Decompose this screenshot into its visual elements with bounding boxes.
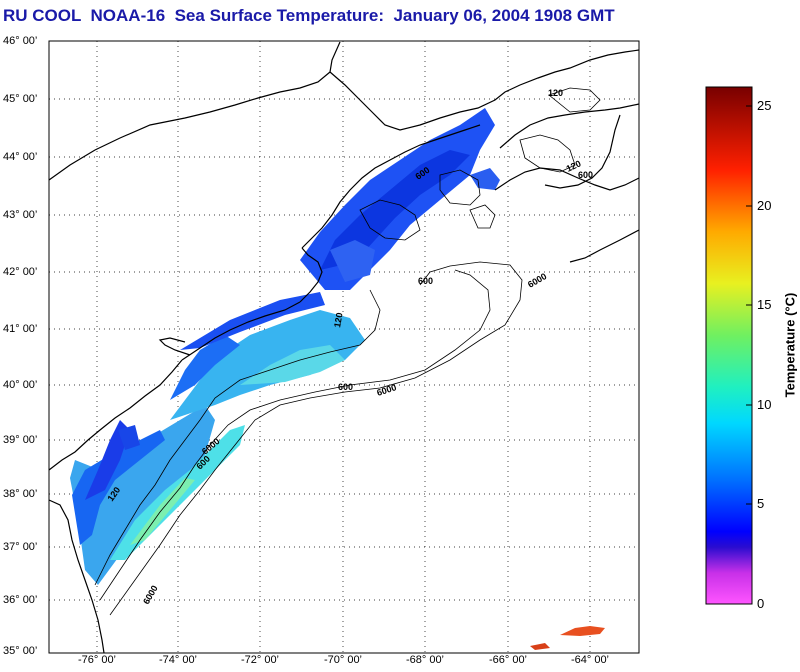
lon-label-64: -64° 00’ [570, 654, 610, 666]
lat-label-46: 46° 00’ [3, 35, 38, 47]
isobath-label-120: 120 [548, 88, 563, 98]
sst-shelf-south [70, 405, 215, 585]
lon-label-76: -76° 00’ [77, 654, 117, 666]
isobath-label-120-c: 120 [332, 312, 344, 329]
lat-label-38: 38° 00’ [3, 488, 38, 500]
lon-label-70: -70° 00’ [323, 654, 363, 666]
colorbar-tick-25: 25 [757, 98, 772, 113]
lat-label-44: 44° 00’ [3, 151, 38, 163]
colorbar [705, 86, 753, 605]
sst-delaware-bay [118, 425, 140, 450]
sst-nj-shelf [170, 335, 240, 400]
sst-cape-cod [330, 240, 375, 282]
lat-label-37: 37° 00’ [3, 541, 38, 553]
isobath-6000 [109, 261, 523, 616]
colorbar-tick-15: 15 [757, 297, 772, 312]
sst-chesapeake [85, 420, 130, 500]
sst-scotian-edge [470, 168, 500, 190]
lat-label-39: 39° 00’ [3, 434, 38, 446]
map-title: RU COOL NOAA-16 Sea Surface Temperature:… [3, 6, 615, 25]
colorbar-tick-0: 0 [757, 596, 765, 611]
lon-label-72: -72° 00’ [240, 654, 280, 666]
colorbar-tick-20: 20 [757, 198, 772, 213]
colorbar-tick-marks [746, 105, 752, 605]
coastline-layer [48, 41, 640, 654]
lat-label-36: 36° 00’ [3, 594, 38, 606]
sst-nearshore-south [72, 430, 165, 545]
sst-data-layer [70, 108, 605, 650]
lon-label-68: -68° 00’ [405, 654, 445, 666]
lon-label-74: -74° 00’ [158, 654, 198, 666]
colorbar-tick-10: 10 [757, 397, 772, 412]
isobath-label-600-b: 600 [418, 276, 433, 286]
sst-warm-patch-east-2 [530, 643, 550, 650]
colorbar-title: Temperature (°C) [782, 292, 798, 398]
sst-warm-patch-east [560, 626, 605, 636]
lon-label-66: -66° 00’ [488, 654, 528, 666]
isobath-600 [99, 269, 491, 601]
lat-label-42: 42° 00’ [3, 266, 38, 278]
lat-label-45: 45° 00’ [3, 93, 38, 105]
lat-label-41: 41° 00’ [3, 323, 38, 335]
sst-gulf-of-maine-inner [320, 150, 470, 270]
lat-label-43: 43° 00’ [3, 209, 38, 221]
lat-label-40: 40° 00’ [3, 379, 38, 391]
isobath-label-600-d: 600 [578, 170, 593, 180]
isobath-layer [94, 87, 601, 616]
colorbar-tick-5: 5 [757, 496, 765, 511]
lat-label-35: 35° 00’ [3, 645, 38, 657]
sst-mid-atlantic [170, 310, 365, 420]
isobath-120 [94, 289, 381, 586]
sst-gulfstream-edge [130, 478, 195, 545]
isobath-label-600: 600 [338, 382, 353, 392]
